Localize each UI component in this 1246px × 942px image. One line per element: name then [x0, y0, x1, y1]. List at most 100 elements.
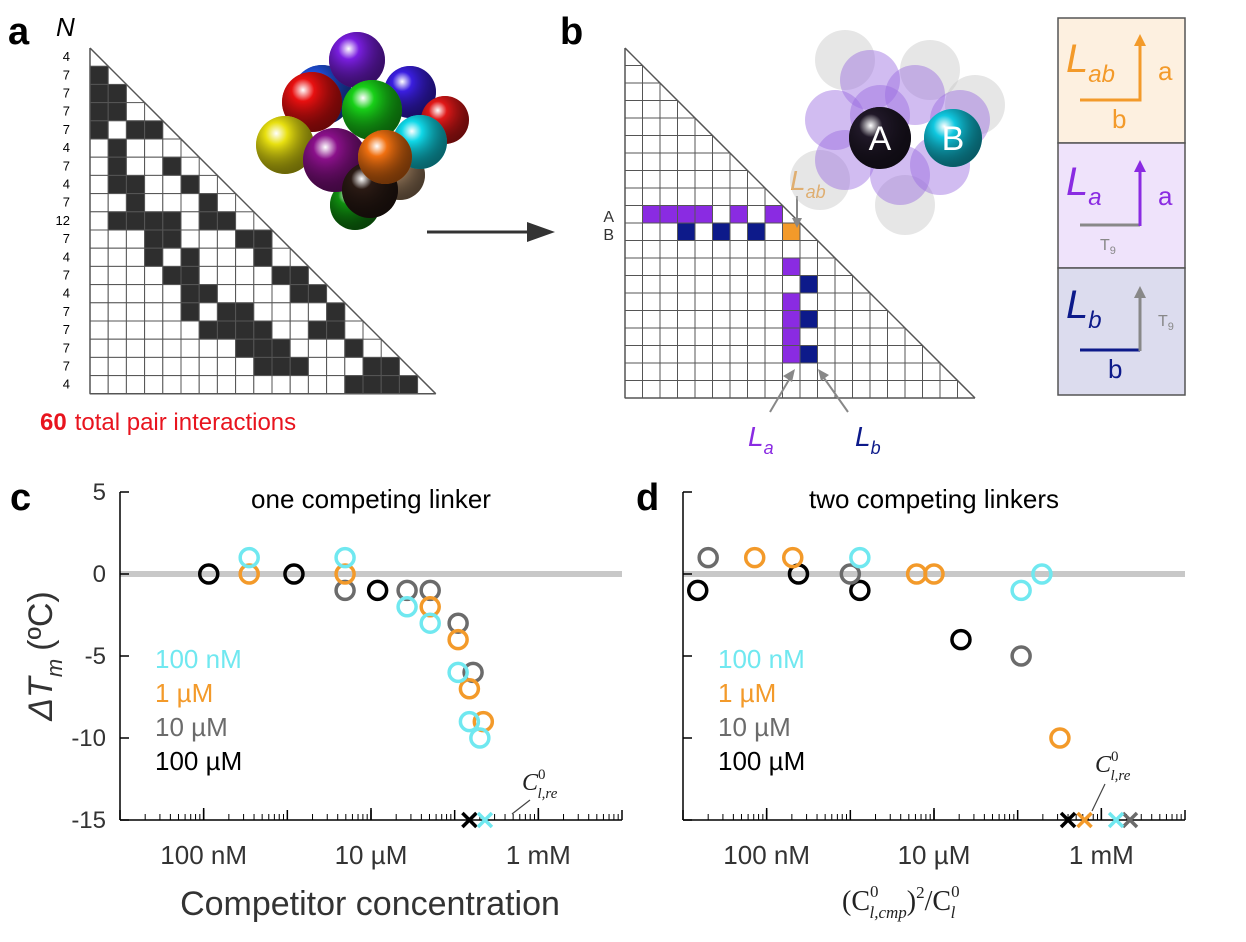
pair-cell: [834, 275, 853, 294]
pair-cell: [198, 174, 218, 195]
pair-cell: [89, 193, 109, 213]
pair-cell: [125, 211, 146, 231]
pair-cell: [107, 83, 127, 104]
sphere-shade: [358, 130, 412, 184]
pair-cell: [642, 170, 661, 189]
pair-cell: [144, 138, 164, 158]
pair-cell: [624, 292, 643, 311]
pair-cell: [729, 327, 748, 346]
pair-cell: [729, 380, 748, 399]
legend-box: [1057, 142, 1186, 269]
pair-cell: [162, 265, 182, 286]
pair-cell: [747, 310, 766, 329]
pair-cell: [144, 265, 164, 286]
pair-cell: [729, 240, 748, 259]
label-part: (C: [842, 886, 870, 917]
box-text: T9: [1158, 313, 1174, 333]
pair-cell: [904, 380, 923, 399]
pair-cell: [89, 156, 109, 176]
pair-cell: [712, 380, 731, 399]
pair-cell: [659, 257, 678, 276]
pair-grid: [89, 47, 437, 395]
pair-cell: [642, 380, 661, 399]
sphere-shade: [256, 116, 314, 174]
pair-cell: [729, 310, 748, 329]
point: [1010, 579, 1032, 602]
y-tick-label: -5: [85, 643, 106, 670]
n-label: 7: [63, 158, 70, 173]
pair-cell: [694, 275, 713, 294]
label-main: L: [748, 421, 764, 452]
pair-cell: [125, 174, 146, 195]
pair-cell: [180, 302, 200, 322]
pair-cell: [764, 292, 783, 311]
pair-cell: [107, 211, 127, 231]
point: [1031, 563, 1053, 585]
pair-cell: [216, 338, 237, 358]
pair-cell: [180, 229, 200, 249]
pair-cell: [799, 292, 818, 311]
pair-cell: [253, 284, 273, 304]
sphere-cluster: [256, 32, 469, 230]
pair-cell: [642, 82, 661, 101]
pair-cell: [887, 380, 906, 399]
pair-cell: [107, 375, 127, 395]
pair-cell: [235, 265, 255, 286]
pair-cell: [782, 292, 801, 311]
pair-cell: [747, 187, 766, 206]
pair-cell: [887, 327, 906, 346]
cross-marker: [1121, 811, 1139, 829]
pair-cell: [216, 284, 237, 304]
pair-cell: [144, 247, 164, 267]
pair-cell: [326, 302, 346, 322]
pair-cell: [694, 205, 713, 224]
pair-cell: [747, 292, 766, 311]
label-main: L: [1066, 283, 1088, 327]
sphere: [790, 150, 850, 210]
pair-cell: [624, 327, 643, 346]
chart-title: two competing linkers: [809, 484, 1059, 514]
pair-cell: [289, 356, 309, 377]
pair-cell: [162, 320, 182, 340]
pair-cell: [922, 362, 941, 381]
cross-stroke: [1107, 811, 1125, 829]
point: [839, 563, 862, 585]
pair-cell: [235, 211, 255, 231]
point: [458, 710, 481, 733]
y-tick-label: -15: [71, 807, 106, 834]
point: [1010, 645, 1032, 667]
panel-letter: c: [10, 477, 31, 519]
x-axis-label: (C0 l,cmp)2/C0 l: [842, 882, 960, 922]
pair-cell: [89, 320, 109, 340]
pair-cell: [922, 380, 941, 399]
pair-cell: [659, 345, 678, 364]
pair-cell: [747, 345, 766, 364]
pair-cell: [144, 120, 164, 140]
pair-cell: [712, 310, 731, 329]
pair-cell: [712, 187, 731, 206]
point: [697, 546, 719, 569]
point: [447, 628, 469, 651]
pair-cell: [289, 265, 309, 286]
pair-cell: [677, 170, 696, 189]
pointer-head: [792, 218, 802, 228]
label-sub: ab: [806, 182, 826, 202]
pair-cell: [642, 222, 661, 241]
pair-cell: [326, 375, 346, 395]
pair-cell: [852, 310, 871, 329]
pair-cell: [694, 187, 713, 206]
pair-cell: [712, 345, 731, 364]
pair-cell: [125, 193, 146, 213]
pair-cell: [677, 187, 696, 206]
pair-cell: [712, 275, 731, 294]
pair-cell: [107, 174, 127, 195]
pair-cell: [677, 222, 696, 241]
pair-cell: [659, 310, 678, 329]
pair-cell: [694, 362, 713, 381]
pair-cell: [677, 117, 696, 136]
pair-cell: [764, 240, 783, 259]
pair-cell: [144, 375, 164, 395]
annotation-pointer: [1091, 783, 1106, 812]
pair-cell: [712, 205, 731, 224]
pair-cell: [162, 284, 182, 304]
